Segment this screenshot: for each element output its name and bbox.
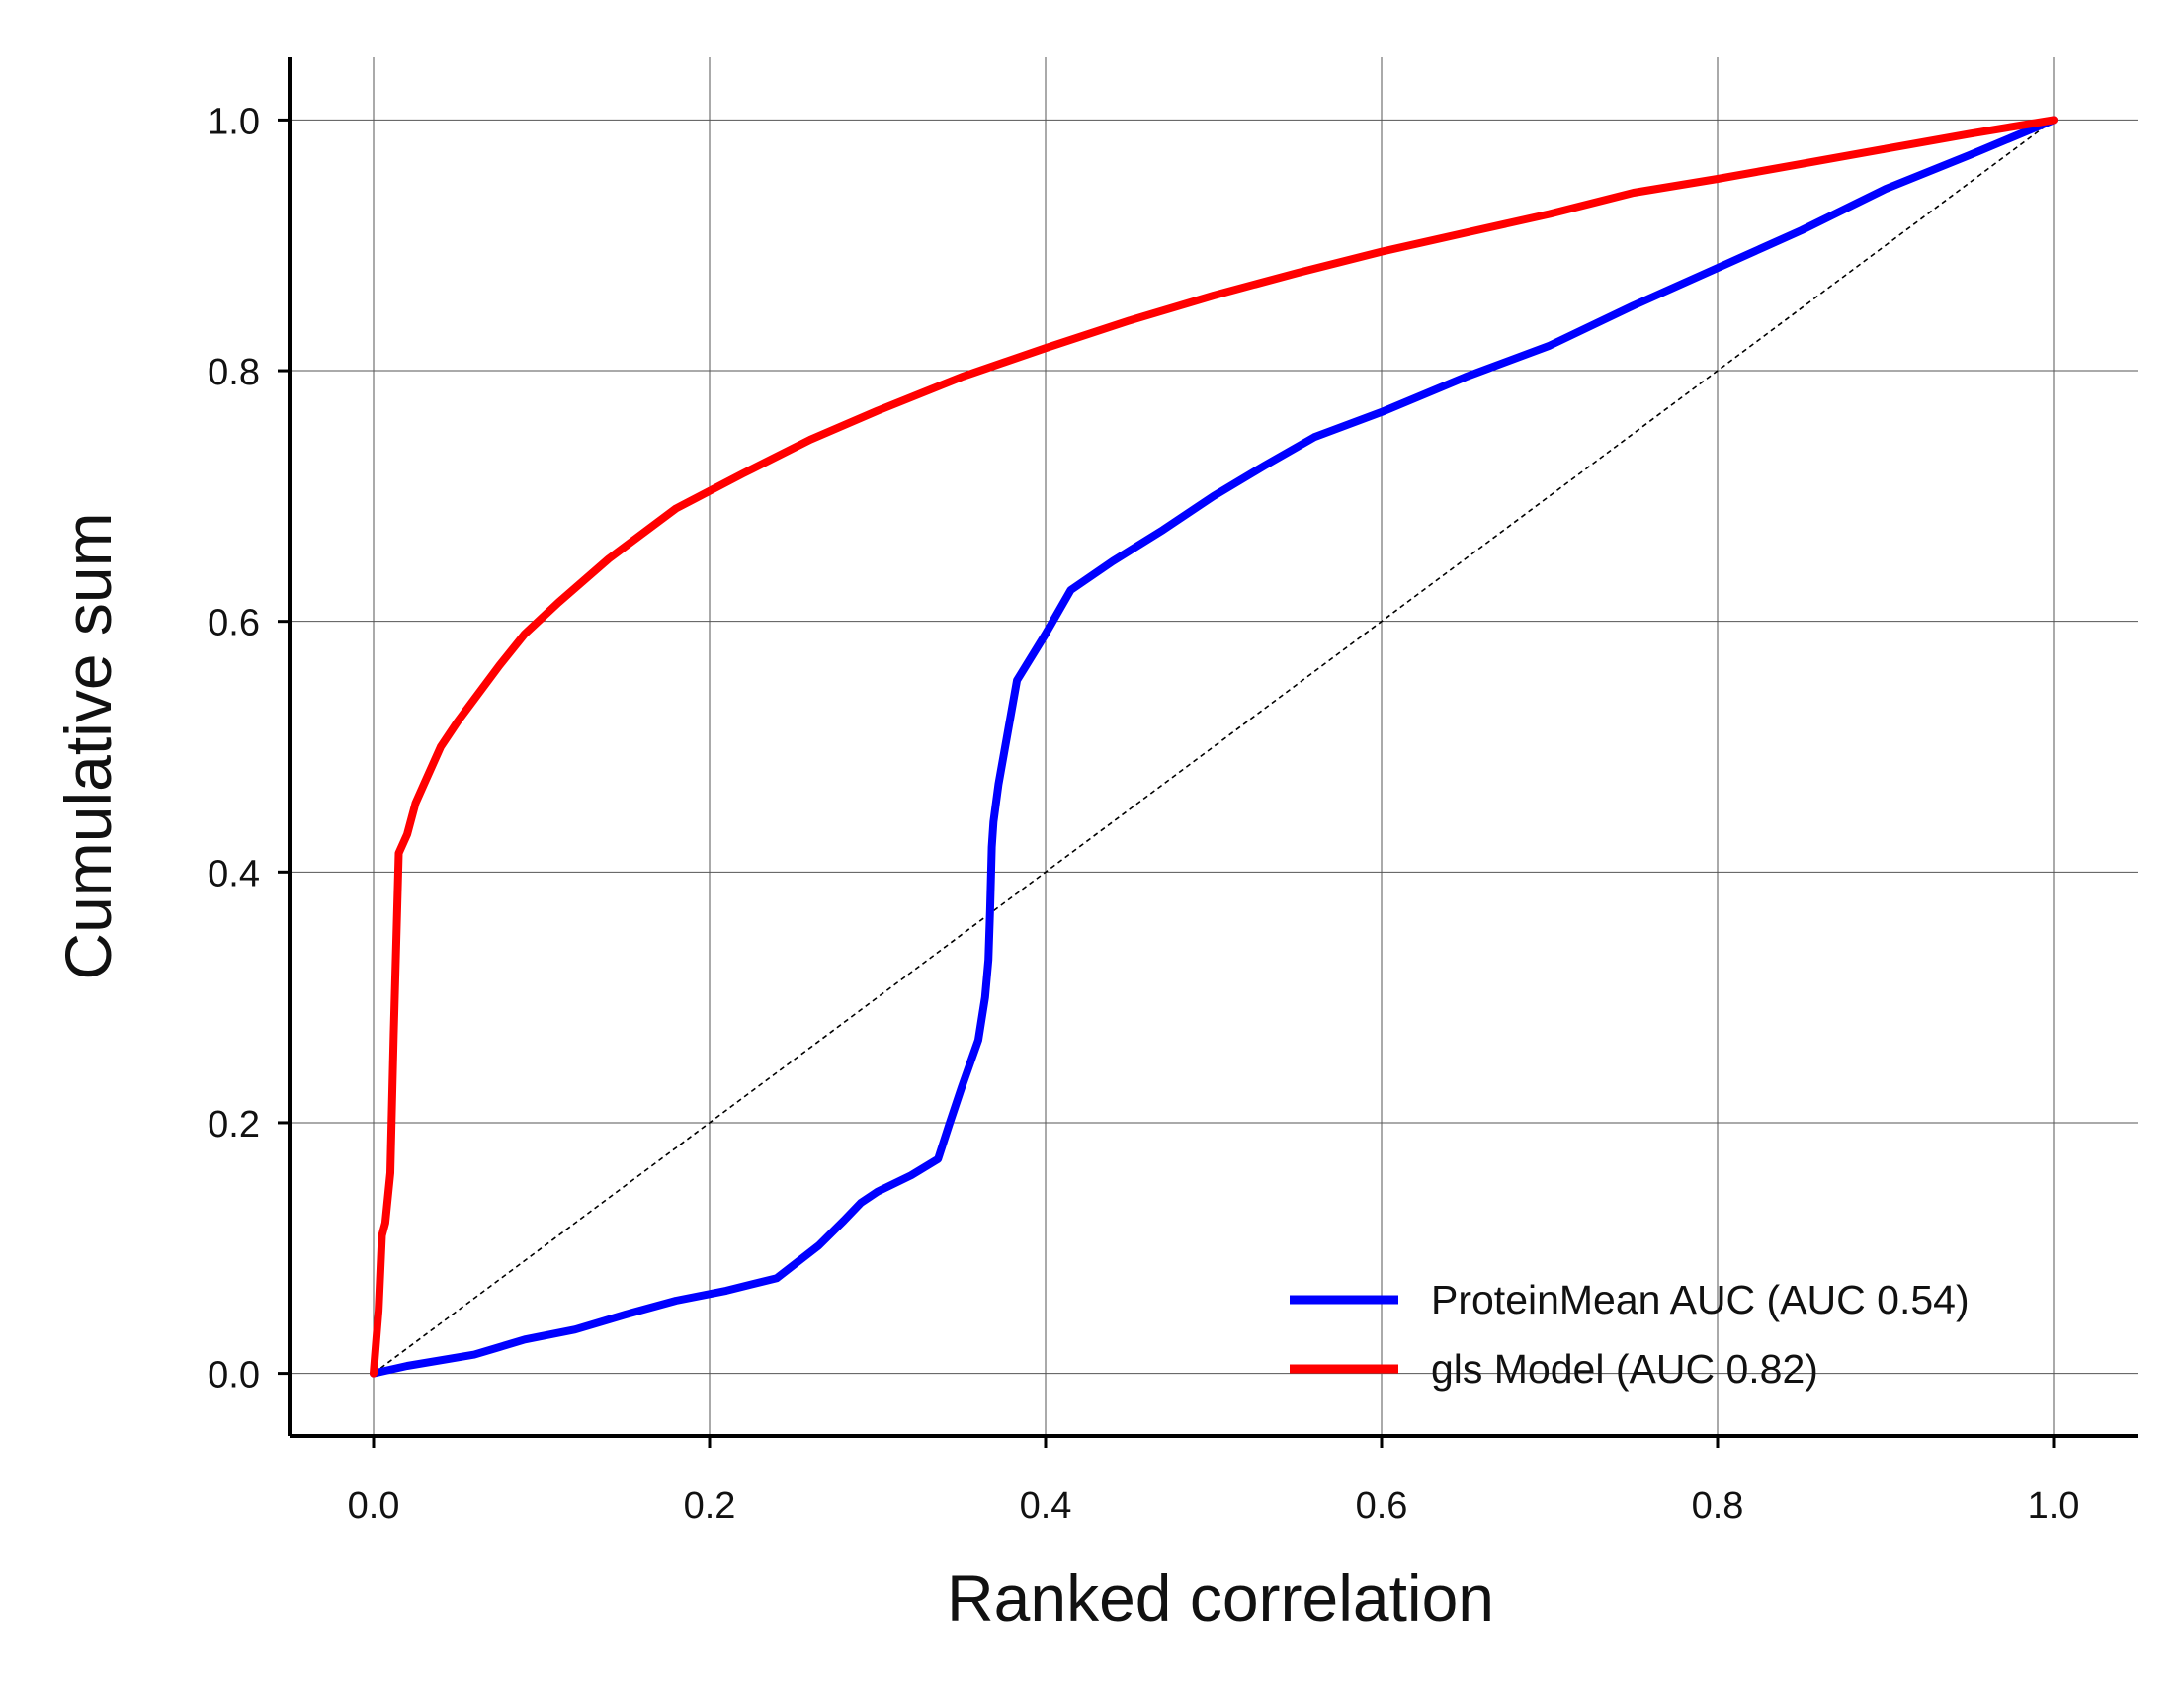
y-axis-title: Cumulative sum — [51, 512, 125, 979]
y-tick-label: 0.0 — [208, 1355, 260, 1397]
grid-layer — [290, 57, 2138, 1436]
series-line-1 — [370, 116, 2058, 1378]
x-tick-label: 0.8 — [1692, 1485, 1744, 1527]
x-axis-title: Ranked correlation — [947, 1562, 1494, 1635]
y-tick-label: 0.2 — [208, 1104, 260, 1145]
x-tick-label: 0.2 — [684, 1485, 736, 1527]
y-tick-label: 0.6 — [208, 603, 260, 644]
x-tick-label: 0.4 — [1020, 1485, 1072, 1527]
series-layer — [370, 116, 2058, 1378]
legend: ProteinMean AUC (AUC 0.54) gls Model (AUC… — [1290, 1277, 1970, 1392]
x-tick-label: 0.0 — [348, 1485, 400, 1527]
y-tick-label: 0.8 — [208, 352, 260, 393]
series-line-2 — [370, 116, 2058, 1378]
legend-label-2: gls Model (AUC 0.82) — [1431, 1346, 1818, 1392]
legend-label-1: ProteinMean AUC (AUC 0.54) — [1431, 1277, 1970, 1322]
tick-labels: 0.0 0.2 0.4 0.6 0.8 1.0 0.0 0.2 0.4 0.6 0.8 1.0 — [208, 101, 2079, 1527]
y-tick-label: 0.4 — [208, 853, 260, 894]
axes-layer — [278, 57, 2138, 1448]
reference-layer — [373, 119, 2055, 1375]
y-tick-label: 1.0 — [208, 101, 260, 142]
x-tick-label: 1.0 — [2028, 1485, 2080, 1527]
reference-diagonal-line — [373, 119, 2055, 1375]
x-tick-label: 0.6 — [1356, 1485, 1408, 1527]
